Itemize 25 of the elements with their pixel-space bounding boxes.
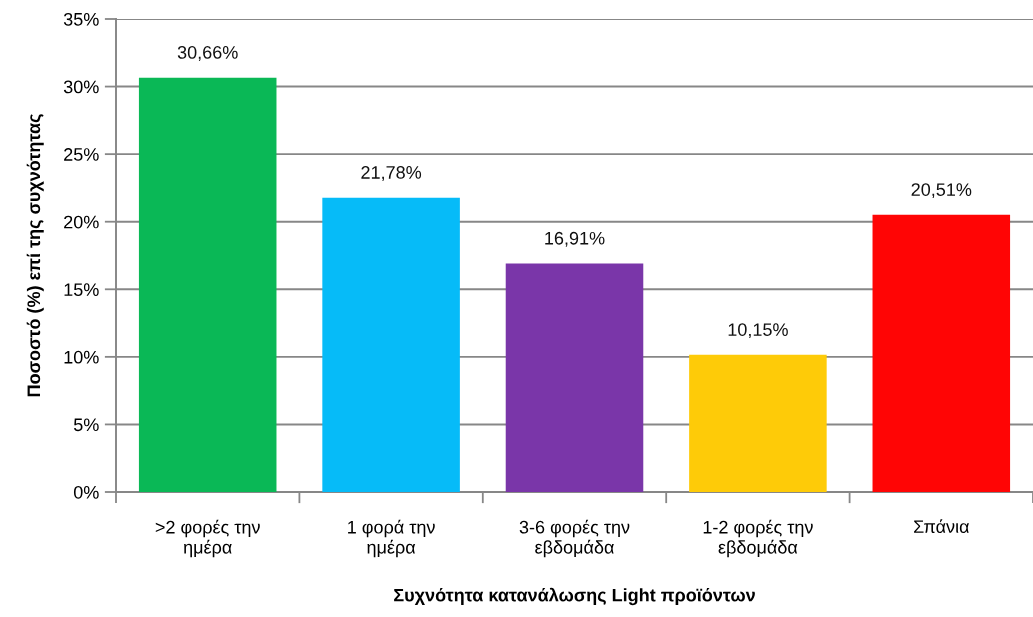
data-label: 30,66% — [177, 46, 238, 61]
bar — [138, 77, 277, 492]
y-tick-label: 0% — [73, 485, 99, 499]
y-tick-label: 10% — [64, 350, 99, 364]
data-label: 20,51% — [911, 183, 972, 199]
data-label: 21,78% — [361, 166, 422, 181]
bar — [322, 197, 460, 492]
x-axis-title: Συχνότητα κατανάλωσης Light προϊόντων — [394, 587, 755, 606]
y-tick-label: 30% — [63, 80, 99, 94]
y-axis-title: Ποσοστό (%) επί της συχνότητας — [26, 114, 44, 397]
x-tick-label: 1 φορά την ημέρα — [348, 519, 435, 558]
x-tick-label: 1-2 φορές την εβδομάδα — [703, 519, 813, 558]
y-tick-label: 5% — [73, 418, 99, 432]
y-tick-label: 20% — [64, 215, 99, 229]
y-tick-label: 15% — [64, 283, 99, 297]
bar — [689, 354, 827, 492]
bar — [505, 263, 644, 492]
bar — [872, 214, 1011, 492]
y-tick-label: 25% — [64, 148, 99, 161]
x-tick-label: Σπάνια — [914, 519, 969, 534]
data-label: 16,91% — [545, 231, 605, 247]
y-tick-label: 35% — [63, 12, 99, 26]
x-tick-label: >2 φορές την ημέρα — [155, 519, 260, 558]
data-label: 10,15% — [728, 323, 788, 339]
x-tick-label: 3-6 φορές την εβδομάδα — [519, 519, 630, 558]
